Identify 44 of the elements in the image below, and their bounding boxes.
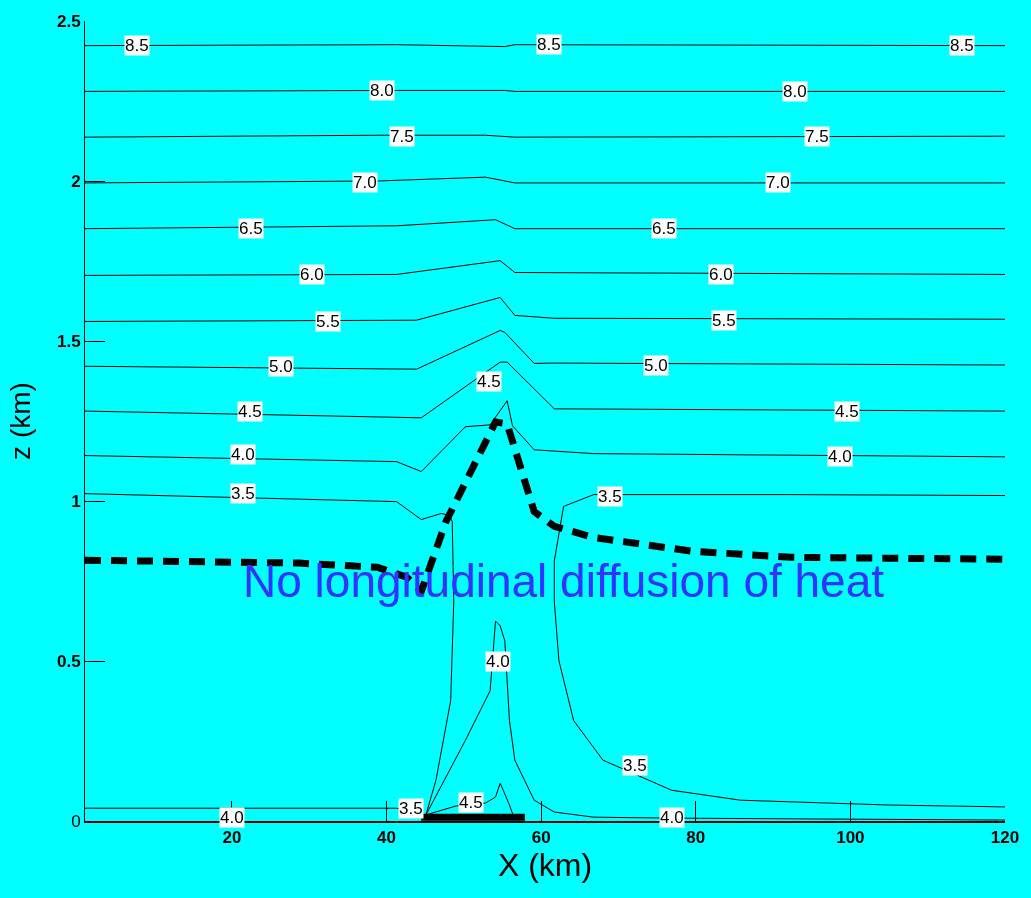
annotation: 8.5	[950, 36, 974, 55]
annotation: 3.5	[399, 799, 423, 818]
annotation: 4.5	[459, 793, 483, 812]
annotation: 5.0	[644, 356, 668, 375]
y-tick-label: 2.5	[56, 11, 81, 31]
x-tick-label: 40	[377, 828, 396, 848]
annotation: 3.5	[623, 756, 647, 775]
annotation: 8.5	[125, 36, 149, 55]
y-tick-label: 1	[71, 491, 81, 511]
annotation: 8.0	[370, 81, 394, 100]
annotation: 6.0	[709, 265, 733, 284]
annotation: 4.5	[477, 372, 501, 391]
x-tick-label: 20	[222, 828, 242, 848]
x-tick-label: 100	[836, 828, 865, 848]
annotation: 3.5	[231, 484, 255, 503]
annotation: 8.0	[783, 82, 807, 101]
annotation: 4.0	[220, 808, 244, 827]
annotation: 4.5	[835, 402, 859, 421]
annotation: 5.5	[712, 311, 736, 330]
y-tick-label: 1.5	[56, 331, 81, 351]
x-tick-label: 60	[531, 828, 551, 848]
y-tick-label: 0	[71, 811, 81, 831]
annotation: 6.0	[300, 265, 324, 284]
annotation: 4.0	[486, 652, 510, 671]
annotation: 4.0	[231, 445, 255, 464]
annotation: 6.5	[239, 219, 263, 238]
annotation: 7.0	[353, 173, 377, 192]
y-axis-title: z (km)	[4, 382, 36, 460]
annotation: 7.5	[390, 127, 414, 146]
annotation: 7.5	[805, 127, 829, 146]
annotation: 4.5	[238, 402, 262, 421]
annotation: 5.0	[269, 357, 293, 376]
x-axis-title: X (km)	[497, 847, 593, 884]
annotation: 3.5	[598, 487, 622, 506]
x-tick-label: 120	[990, 828, 1020, 848]
annotation: 6.5	[652, 219, 676, 238]
y-tick-label: 0.5	[56, 651, 81, 671]
annotation: 8.5	[537, 35, 561, 54]
annotation: 4.0	[660, 808, 684, 827]
annotation: 7.0	[766, 173, 790, 192]
x-tick-label: 80	[686, 828, 706, 848]
annotation: 4.0	[828, 447, 852, 466]
annotation: 5.5	[316, 312, 340, 331]
y-tick-label: 2	[71, 171, 81, 191]
